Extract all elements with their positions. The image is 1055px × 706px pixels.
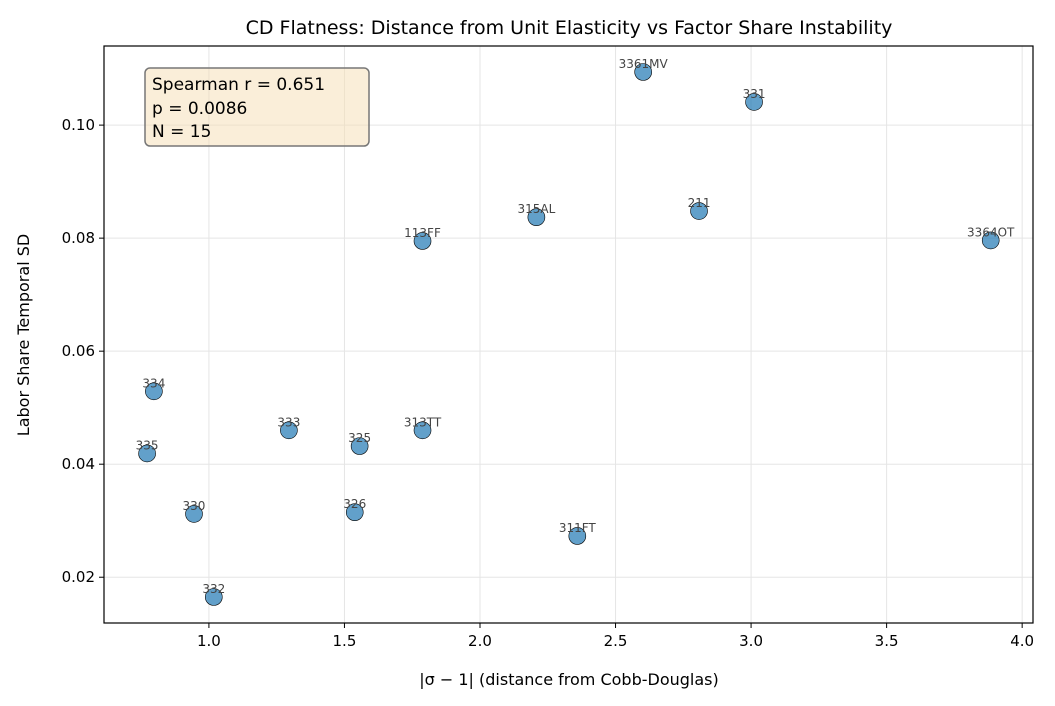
y-tick-label: 0.10 (62, 116, 95, 134)
point-label: 311FT (559, 521, 597, 535)
annotation-line: N = 15 (152, 122, 211, 142)
point-label: 313TT (404, 415, 442, 429)
points: 3361MV 331 315AL 211 113FF 3364OT 334 333 313TT 3… (136, 57, 1015, 606)
y-axis-label: Labor Share Temporal SD (14, 234, 33, 436)
x-tick-label: 2.5 (604, 632, 628, 650)
point-label: 331 (743, 87, 766, 101)
x-tick-label: 2.0 (468, 632, 492, 650)
annotation-line: p = 0.0086 (152, 99, 247, 119)
data-point (145, 382, 163, 401)
data-point (690, 202, 708, 220)
point-label: 325 (348, 431, 371, 445)
point-label: 326 (343, 497, 366, 511)
x-tick-label: 4.0 (1010, 632, 1034, 650)
x-axis-label: |σ − 1| (distance from Cobb-Douglas) (419, 670, 719, 689)
point-label: 333 (277, 415, 300, 429)
point-label: 334 (142, 376, 165, 390)
x-tick-label: 1.0 (197, 632, 221, 650)
y-axis: 0.02 0.04 0.06 0.08 0.10 (62, 116, 104, 586)
x-tick-label: 1.5 (333, 632, 357, 650)
x-tick-label: 3.5 (875, 632, 899, 650)
data-point (345, 503, 364, 522)
point-label: 330 (183, 499, 206, 513)
data-point (413, 421, 432, 440)
plot-frame (103, 45, 1034, 624)
point-label: 335 (136, 438, 159, 452)
point-label: 211 (688, 196, 711, 210)
y-tick-label: 0.08 (62, 229, 95, 247)
stats-annotation: Spearman r = 0.651 p = 0.0086 N = 15 (144, 67, 370, 147)
data-point (745, 93, 763, 111)
data-point (634, 63, 652, 81)
x-tick-label: 3.0 (739, 632, 763, 650)
point-label: 332 (202, 582, 225, 596)
x-axis: 1.0 1.5 2.0 2.5 3.0 3.5 4.0 (197, 623, 1034, 650)
data-point (413, 232, 432, 250)
data-point (527, 208, 546, 227)
data-point (981, 231, 1000, 250)
annotation-box (144, 67, 370, 147)
data-point (204, 588, 223, 606)
data-point (280, 421, 298, 440)
data-point (350, 437, 369, 455)
point-label: 315AL (517, 202, 555, 216)
y-tick-label: 0.06 (62, 342, 95, 360)
data-point (568, 527, 587, 545)
data-point (185, 505, 203, 523)
chart-title: CD Flatness: Distance from Unit Elastici… (246, 17, 893, 39)
point-label: 3361MV (619, 57, 669, 71)
annotation-line: Spearman r = 0.651 (152, 75, 325, 95)
point-label: 3364OT (967, 225, 1015, 239)
data-point (138, 444, 156, 463)
point-label: 113FF (404, 226, 441, 240)
y-tick-label: 0.04 (62, 455, 95, 473)
y-tick-label: 0.02 (62, 568, 95, 586)
